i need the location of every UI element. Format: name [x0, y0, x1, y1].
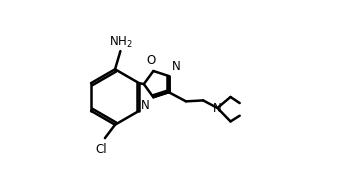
- Text: O: O: [146, 54, 156, 67]
- Text: N: N: [141, 100, 150, 113]
- Text: NH$_2$: NH$_2$: [109, 35, 133, 50]
- Text: N: N: [213, 101, 222, 114]
- Text: N: N: [172, 60, 181, 73]
- Text: Cl: Cl: [96, 143, 107, 156]
